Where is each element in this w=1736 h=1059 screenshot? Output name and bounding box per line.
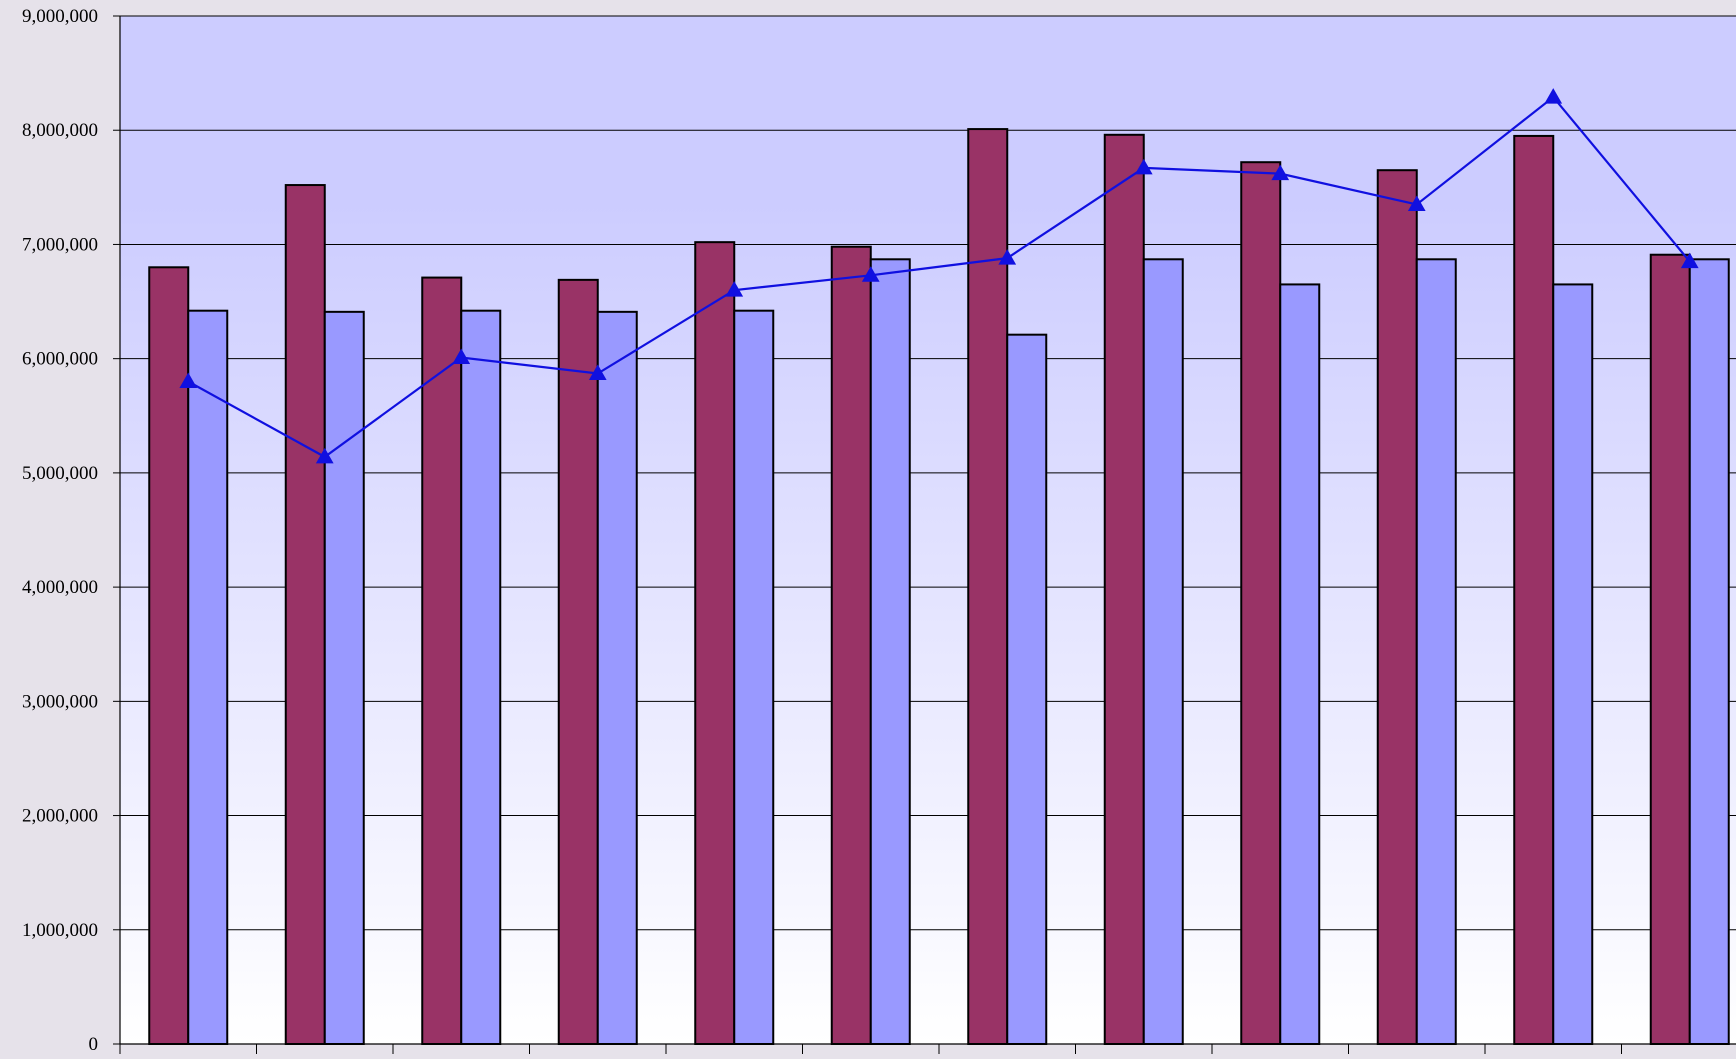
bar [1006, 333, 1048, 1045]
y-tick-label: 4,000,000 [22, 577, 98, 598]
y-tick-label: 1,000,000 [22, 920, 98, 941]
y-tick-label: 3,000,000 [22, 691, 98, 712]
bar [596, 310, 638, 1045]
line-point [861, 266, 880, 282]
bar [421, 276, 463, 1045]
line-point [315, 447, 334, 464]
bar [323, 310, 365, 1045]
bar [187, 309, 229, 1045]
bar [557, 278, 599, 1045]
line-point [1271, 164, 1290, 181]
bar [1240, 161, 1282, 1045]
bar [830, 245, 872, 1045]
series-line [187, 95, 1691, 459]
bar [1376, 169, 1418, 1045]
line-point [725, 281, 744, 297]
bar [1513, 134, 1555, 1045]
bar [1552, 283, 1594, 1045]
bar [733, 309, 775, 1045]
line-point [1134, 158, 1153, 175]
plot-area [120, 16, 1736, 1044]
bar [694, 241, 736, 1046]
bar [460, 309, 502, 1045]
y-tick-label: 6,000,000 [22, 349, 98, 370]
y-tick-label: 0 [89, 1034, 99, 1054]
line-point [179, 372, 198, 389]
bar [869, 258, 911, 1045]
y-tick-label: 8,000,000 [22, 120, 98, 141]
line-point [588, 364, 607, 381]
line-point [1680, 252, 1699, 269]
bar [1649, 253, 1691, 1046]
bar [284, 184, 326, 1045]
line-point [1407, 195, 1426, 211]
y-tick-label: 5,000,000 [22, 463, 98, 484]
bar [148, 266, 190, 1045]
line-point [998, 249, 1017, 265]
y-tick-label: 7,000,000 [22, 234, 98, 255]
line-point [1544, 88, 1563, 104]
y-tick-label: 9,000,000 [22, 6, 98, 27]
bar [1279, 283, 1321, 1045]
bar [1103, 133, 1145, 1045]
bar [1688, 258, 1730, 1045]
bar [1415, 258, 1457, 1045]
bar [967, 128, 1009, 1045]
line-point [452, 348, 471, 365]
bar [1142, 258, 1184, 1045]
y-tick-label: 2,000,000 [22, 806, 98, 827]
